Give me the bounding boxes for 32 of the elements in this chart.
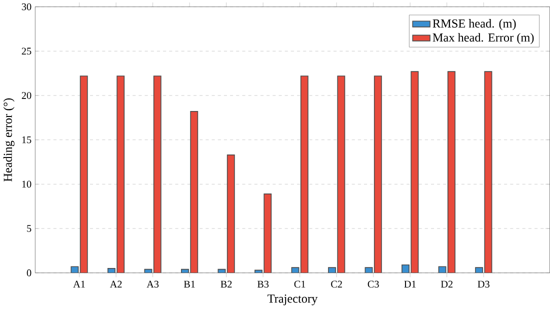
x-tick-label: C3 <box>368 280 379 288</box>
y-tick-label: 15 <box>22 136 32 144</box>
y-tick-label: 30 <box>22 4 32 10</box>
y-tick-label: 25 <box>22 48 32 55</box>
y-tick-label: 0 <box>26 270 32 276</box>
bar <box>116 76 125 274</box>
x-tick-label: B1 <box>184 280 195 288</box>
bar <box>190 111 198 274</box>
bar <box>264 194 272 274</box>
bar <box>484 71 492 274</box>
y-tick-label: 5 <box>27 225 32 232</box>
bar <box>153 76 162 274</box>
x-tick-label: B2 <box>220 280 232 288</box>
y-axis-title: Heading error (°) <box>3 98 14 182</box>
x-axis-title: Trajectory <box>268 294 318 306</box>
bar <box>337 76 346 274</box>
x-tick-label: B3 <box>257 280 269 288</box>
x-tick-label: A3 <box>146 280 159 288</box>
x-tick-label: D1 <box>404 280 416 288</box>
x-tick-label: A1 <box>73 280 85 288</box>
bar <box>410 71 419 274</box>
legend-label: RMSE head. (m) <box>432 19 516 30</box>
x-tick-label: D2 <box>440 280 453 288</box>
bar <box>226 154 235 274</box>
y-tick-label: 10 <box>22 180 32 188</box>
x-tick-label: A2 <box>110 280 122 288</box>
x-tick-label: D3 <box>478 280 490 288</box>
y-tick-label: 20 <box>22 92 32 100</box>
x-tick-label: C2 <box>331 280 342 288</box>
bar <box>80 76 88 274</box>
x-tick-label: C1 <box>294 280 306 288</box>
legend-label: Max head. Error (m) <box>432 33 534 44</box>
